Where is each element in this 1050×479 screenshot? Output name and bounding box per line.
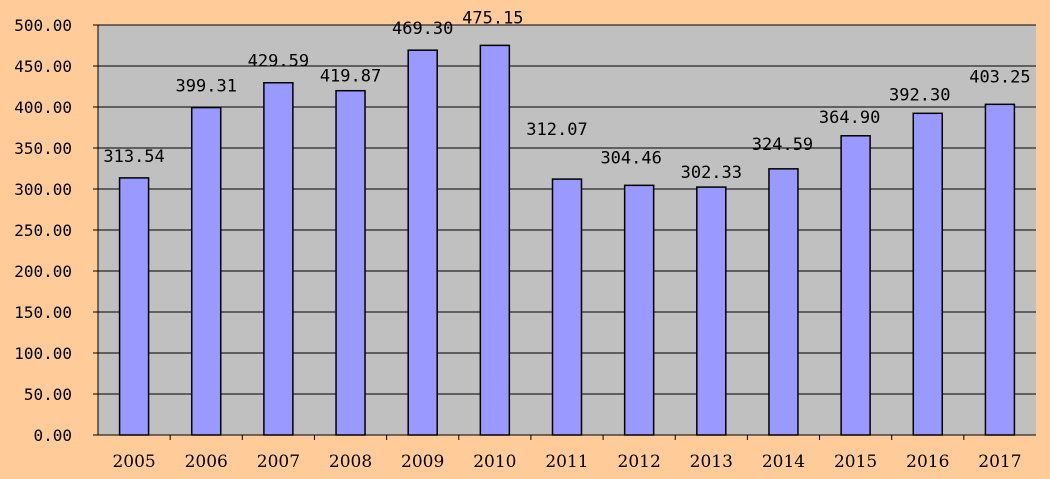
data-label: 302.33	[681, 163, 742, 183]
bar	[840, 135, 871, 436]
y-tick-label: 300.00	[14, 180, 72, 199]
x-tick-label: 2008	[329, 452, 372, 472]
bar	[190, 106, 222, 436]
x-tick-label: 2014	[762, 452, 805, 472]
data-label: 469.30	[392, 19, 453, 39]
x-tick-label: 2013	[690, 452, 733, 472]
x-tick-label: 2011	[545, 452, 588, 472]
data-label: 429.59	[248, 52, 309, 72]
y-tick-label: 50.00	[24, 385, 72, 404]
x-tick-label: 2016	[906, 452, 949, 472]
data-label: 419.87	[320, 67, 381, 87]
data-label: 304.46	[600, 148, 661, 168]
bar	[335, 89, 366, 436]
x-tick-label: 2007	[257, 452, 300, 472]
x-tick-label: 2009	[401, 452, 444, 472]
data-label: 475.15	[462, 8, 523, 28]
y-tick-label: 100.00	[14, 344, 72, 363]
y-tick-label: 400.00	[14, 98, 72, 117]
bar	[263, 81, 294, 436]
bar	[118, 177, 150, 436]
x-tick-label: 2006	[185, 452, 228, 472]
data-label: 403.25	[969, 67, 1030, 87]
x-tick-label: 2005	[112, 452, 155, 472]
data-label: 313.54	[103, 147, 164, 167]
y-tick-label: 450.00	[14, 57, 72, 76]
data-label: 399.31	[176, 77, 237, 97]
y-tick-label: 0.00	[33, 426, 72, 445]
y-tick-label: 350.00	[14, 139, 72, 158]
bar	[696, 186, 727, 436]
bar	[623, 184, 655, 436]
x-tick-label: 2017	[978, 452, 1021, 472]
data-label: 312.07	[526, 120, 587, 140]
bar	[479, 44, 511, 436]
bar	[984, 103, 1016, 436]
bar	[768, 168, 799, 436]
data-label: 392.30	[889, 85, 950, 105]
y-tick-label: 250.00	[14, 221, 72, 240]
y-tick-label: 150.00	[14, 303, 72, 322]
y-tick-label: 200.00	[14, 262, 72, 281]
x-tick-label: 2010	[473, 452, 516, 472]
y-tick-label: 500.00	[14, 16, 72, 35]
data-label: 324.59	[752, 135, 813, 155]
x-tick-label: 2012	[618, 452, 661, 472]
bar	[551, 178, 583, 436]
bar	[912, 112, 944, 436]
data-label: 364.90	[819, 108, 880, 128]
x-tick-label: 2015	[834, 452, 877, 472]
bar	[407, 49, 438, 436]
